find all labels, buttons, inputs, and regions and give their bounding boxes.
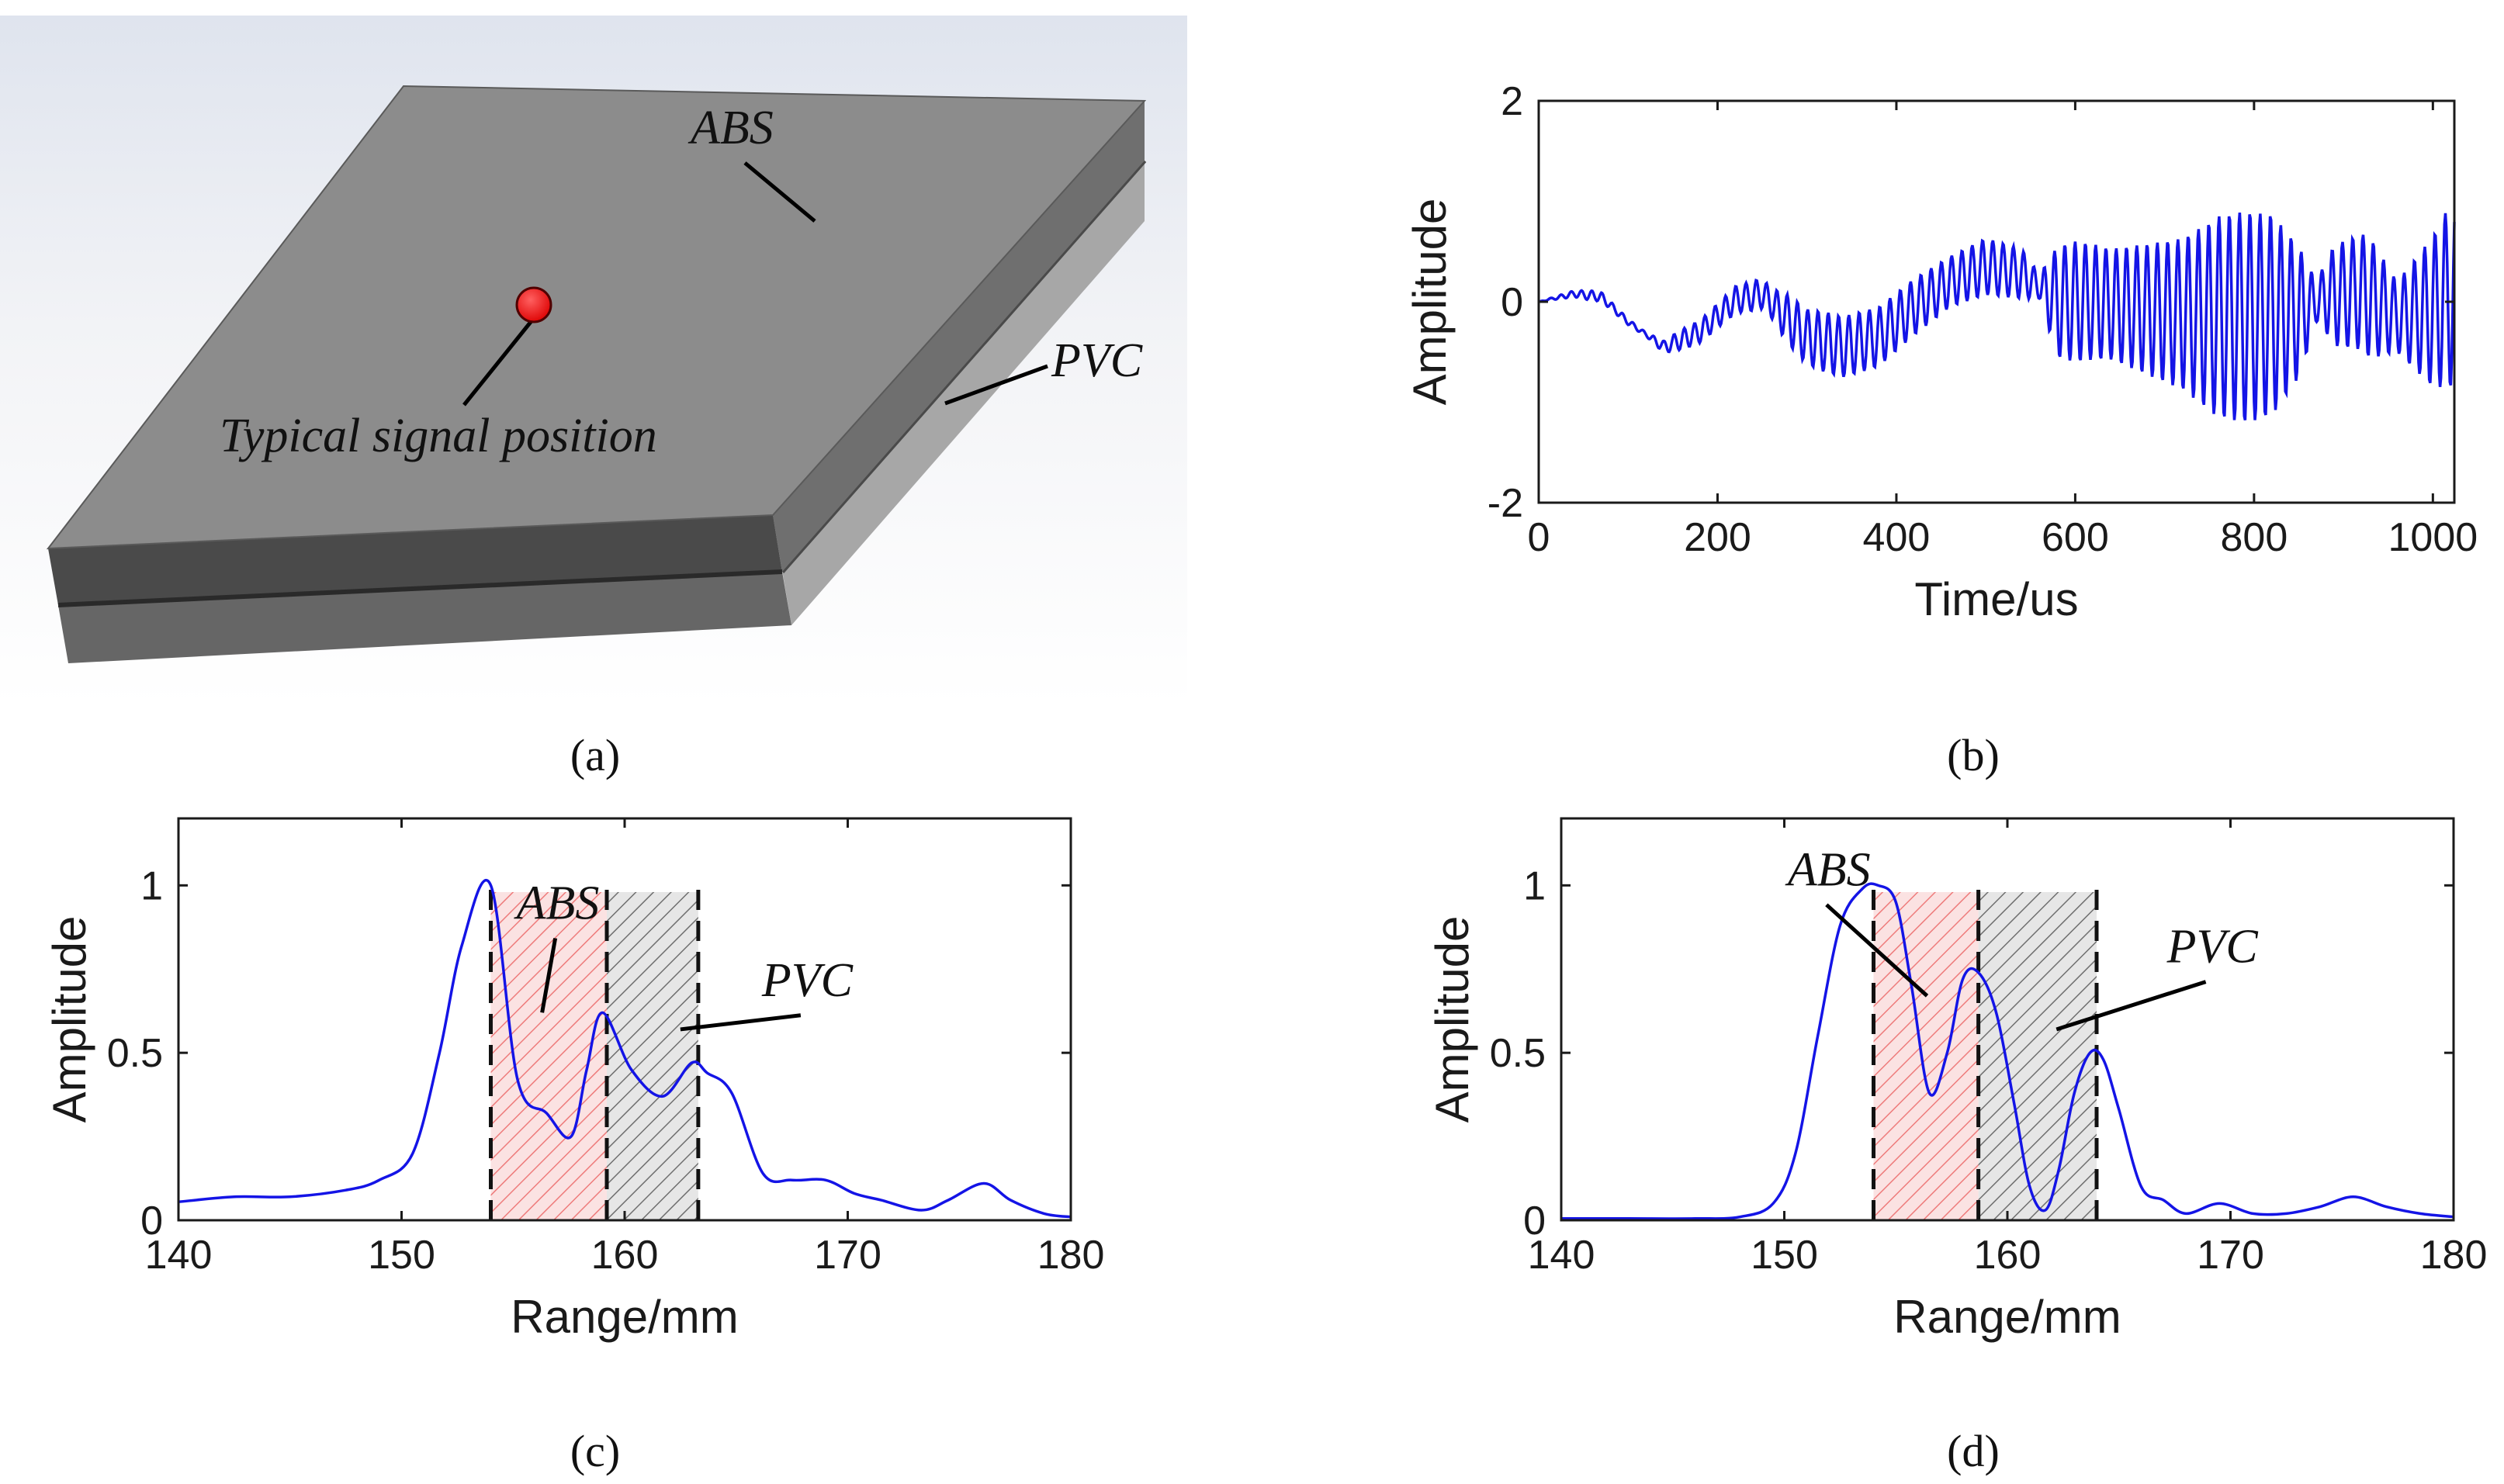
abs-layer-label: ABS [687, 102, 774, 154]
chart-c-ytick-label: 0 [140, 1199, 163, 1244]
chart-c-ylabel: Amplitude [43, 916, 95, 1123]
plate-front-abs [48, 515, 782, 605]
chart-b-xtick-label: 200 [1684, 515, 1751, 560]
chart-b-ylabel: Amplitude [1404, 199, 1456, 406]
chart-d-xtick-label: 160 [1974, 1233, 2042, 1278]
chart-d-xtick-label: 180 [2420, 1233, 2488, 1278]
panel-label-c: (c) [570, 1426, 620, 1476]
typical-signal-label: Typical signal position [220, 410, 657, 462]
chart-c-region-abs [490, 891, 607, 1220]
point-leader-line [462, 317, 535, 406]
chart-d-xtick-label: 140 [1528, 1233, 1595, 1278]
chart-b-xtick-label: 400 [1863, 515, 1931, 560]
chart-c-region-pvc [607, 891, 698, 1220]
chart-c-xtick-label: 150 [368, 1233, 435, 1278]
chart-d-ytick-label: 0.5 [1490, 1031, 1546, 1076]
chart-b-xtick-label: 0 [1528, 515, 1550, 560]
chart-c: ABS PVC 140 150 160 170 180 0 0.5 1 Range/mm Amp… [43, 817, 1105, 1343]
plate-right-abs-band [773, 101, 1145, 572]
chart-b-axes-box [1537, 99, 2456, 504]
chart-d-region-pvc [1978, 891, 2097, 1220]
chart-b-ytick-label: 2 [1501, 79, 1523, 124]
chart-b-ytick-label: -2 [1488, 481, 1523, 526]
chart-b-xlabel: Time/us [1914, 573, 2078, 625]
chart-d-xlabel: Range/mm [1893, 1291, 2121, 1343]
plate-front-pvc [58, 572, 791, 663]
chart-c-xtick-label: 140 [145, 1233, 213, 1278]
chart-d-anno-leader [2055, 980, 2207, 1032]
chart-b-xtick-label: 800 [2220, 515, 2288, 560]
chart-d-ytick-label: 0 [1523, 1199, 1546, 1244]
chart-b-xtick-label: 600 [2042, 515, 2109, 560]
chart-d: ABS PVC 140 150 160 170 180 0 0.5 1 Range/mm Amp… [1426, 817, 2488, 1343]
chart-c-xtick-label: 160 [591, 1233, 659, 1278]
plate-top-face [46, 85, 1147, 550]
chart-d-ytick-label: 1 [1523, 863, 1546, 908]
plate-front-layer-line [57, 569, 783, 607]
chart-c-anno-pvc: PVC [761, 954, 854, 1007]
chart-d-region-abs [1873, 891, 1979, 1220]
chart-c-xtick-label: 170 [814, 1233, 881, 1278]
chart-b-xtick-label: 1000 [2388, 515, 2478, 560]
panel-label-d: (d) [1947, 1426, 2000, 1476]
chart-d-series-line [1561, 882, 2454, 1220]
pvc-layer-label: PVC [1051, 334, 1143, 387]
chart-c-series-line [178, 878, 1072, 1219]
chart-d-anno-abs: ABS [1785, 843, 1871, 896]
chart-c-ytick-label: 0.5 [107, 1031, 163, 1076]
panel-label-b: (b) [1947, 730, 2000, 780]
typical-signal-point [515, 286, 552, 323]
panel-a-diagram: ABS PVC Typical signal position [0, 16, 1187, 706]
chart-c-anno-abs: ABS [514, 877, 600, 930]
chart-b-series-line [1538, 212, 2456, 420]
pvc-leader-line [944, 364, 1048, 406]
chart-d-anno-leader [1825, 903, 1929, 998]
chart-c-xlabel: Range/mm [511, 1291, 738, 1343]
chart-c-xtick-label: 180 [1037, 1233, 1105, 1278]
panel-label-a: (a) [570, 730, 620, 780]
chart-c-anno-leader [680, 1013, 802, 1032]
chart-d-ylabel: Amplitude [1426, 916, 1478, 1123]
chart-c-anno-leader [540, 938, 558, 1013]
abs-leader-line [743, 161, 816, 223]
chart-d-xtick-label: 150 [1751, 1233, 1818, 1278]
chart-c-ytick-label: 1 [140, 863, 163, 908]
chart-b: 0 200 400 600 800 1000-202 Time/us Amplitude [1404, 79, 2478, 625]
chart-b-ytick-label: 0 [1501, 280, 1523, 325]
chart-d-xtick-label: 170 [2197, 1233, 2264, 1278]
chart-d-anno-pvc: PVC [2166, 921, 2259, 974]
